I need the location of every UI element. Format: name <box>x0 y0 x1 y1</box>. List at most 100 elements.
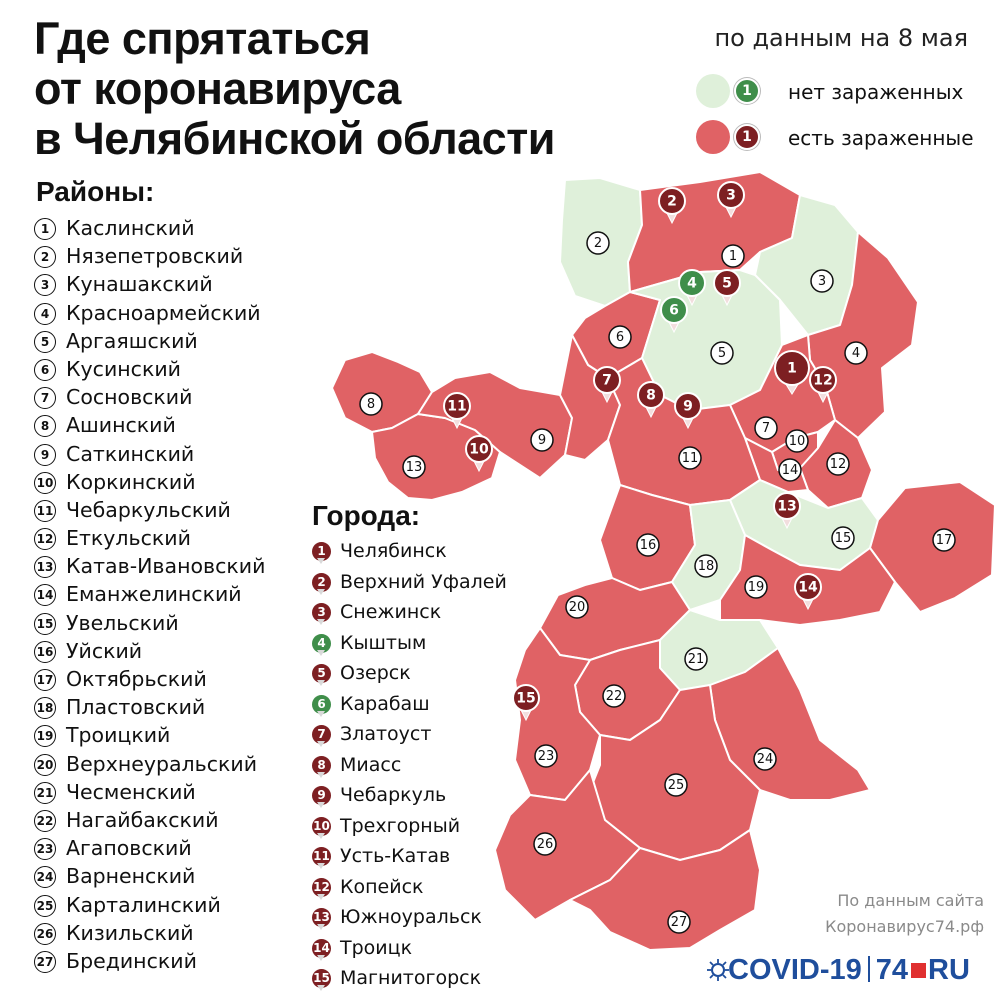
city-pin-badge: 13 <box>312 908 331 930</box>
logo-part-covid: COVID-19 <box>728 954 862 986</box>
legend-label-infected: есть зараженные <box>788 126 974 150</box>
legend-swatch-infected <box>696 120 730 154</box>
city-item-4: 4 Кыштым <box>312 628 507 659</box>
district-label-circle <box>753 747 777 771</box>
logo-separator <box>867 956 870 982</box>
district-label-circle <box>684 647 708 671</box>
city-pin-3: 3 <box>717 181 745 219</box>
city-name: Троицк <box>340 936 413 959</box>
district-item-5: 5 Аргаяшский <box>34 327 265 355</box>
district-label-text: 24 <box>757 752 774 767</box>
pin-text: 9 <box>683 399 693 415</box>
district-item-15: 15 Увельский <box>34 609 265 637</box>
district-label-24: 24 <box>753 747 777 771</box>
pin-circle <box>512 684 540 712</box>
district-number-badge: 21 <box>34 781 56 804</box>
data-date: по данным на 8 мая <box>714 24 968 52</box>
city-item-1: 1 Челябинск <box>312 536 507 567</box>
legend-row-infected: 1 есть зараженные <box>696 120 986 166</box>
district-item-23: 23 Агаповский <box>34 834 265 862</box>
pin-circle <box>773 492 801 520</box>
district-label-text: 11 <box>682 451 699 466</box>
district-item-20: 20 Верхнеуральский <box>34 750 265 778</box>
district-label-2: 2 <box>586 231 610 255</box>
source-line-2: Коронавирус74.рф <box>825 917 984 936</box>
district-name: Увельский <box>66 610 179 635</box>
district-label-circle <box>710 341 734 365</box>
district-label-circle <box>778 458 802 482</box>
virus-icon <box>707 959 729 981</box>
district-number-badge: 19 <box>34 725 56 748</box>
district-label-5: 5 <box>710 341 734 365</box>
district-label-text: 16 <box>640 538 657 553</box>
city-pin-badge: 11 <box>312 847 331 869</box>
city-name: Златоуст <box>340 723 432 745</box>
cities-list: 1 Челябинск 2 Верхний Уфалей 3 Снежинск 4 Кышты… <box>312 536 507 994</box>
district-label-16: 16 <box>636 533 660 557</box>
pin-circle <box>717 181 745 209</box>
district-label-text: 1 <box>729 249 737 264</box>
city-name: Карабаш <box>340 692 430 715</box>
pin-circle <box>465 435 493 463</box>
district-label-text: 3 <box>818 274 826 289</box>
district-27-shape <box>569 829 761 951</box>
district-label-11: 11 <box>678 446 702 470</box>
district-label-circle <box>664 773 688 797</box>
district-label-text: 12 <box>830 457 847 472</box>
district-label-8: 8 <box>359 392 383 416</box>
district-label-12: 12 <box>826 452 850 476</box>
district-number-badge: 16 <box>34 640 56 663</box>
district-label-circle <box>565 595 589 619</box>
district-name: Саткинский <box>66 441 195 466</box>
city-pin-badge: 9 <box>312 786 331 808</box>
cities-title: Города: <box>312 500 421 531</box>
logo-part-74: 74 <box>875 954 909 986</box>
city-pin-badge: 6 <box>312 694 331 717</box>
city-name: Кыштым <box>340 631 427 654</box>
district-label-23: 23 <box>534 744 558 768</box>
district-label-17: 17 <box>932 528 956 552</box>
district-name: Пластовский <box>66 695 206 720</box>
pin-circle <box>660 296 688 324</box>
district-label-text: 8 <box>367 397 375 412</box>
district-label-text: 13 <box>406 460 423 475</box>
pin-circle <box>637 381 665 409</box>
pin-circle <box>593 366 621 394</box>
pin-circle <box>794 573 822 601</box>
district-item-8: 8 Ашинский <box>34 411 265 439</box>
district-name: Кусинский <box>66 356 181 381</box>
city-name: Южноуральск <box>340 906 482 928</box>
district-number-badge: 17 <box>34 669 56 691</box>
district-item-13: 13 Катав-Ивановский <box>34 552 265 580</box>
district-number-badge: 26 <box>34 922 56 945</box>
district-name: Еткульский <box>66 526 191 551</box>
district-name: Агаповский <box>66 836 192 861</box>
pin-circle <box>443 392 471 420</box>
district-number-badge: 15 <box>34 612 56 635</box>
district-label-circle <box>602 684 626 708</box>
city-item-15: 15 Магнитогорск <box>312 963 507 994</box>
city-name: Челябинск <box>340 540 447 562</box>
district-label-3: 3 <box>810 269 834 293</box>
city-item-9: 9 Чебаркуль <box>312 780 507 811</box>
district-label-circle <box>844 341 868 365</box>
city-pin-11: 11 <box>443 392 471 430</box>
district-name: Нагайбакский <box>66 807 219 832</box>
district-label-text: 26 <box>537 837 554 852</box>
district-name: Чебаркульский <box>66 497 231 522</box>
pin-text: 6 <box>669 303 679 319</box>
district-name: Брединский <box>66 948 197 973</box>
district-label-circle <box>636 533 660 557</box>
city-pin-12: 12 <box>809 366 837 404</box>
legend-pin-clean: 1 <box>734 78 760 104</box>
pin-text: 1 <box>787 361 797 377</box>
district-label-circle <box>667 910 691 934</box>
district-number-badge: 1 <box>34 218 56 240</box>
district-number-badge: 27 <box>34 950 56 973</box>
district-item-7: 7 Сосновский <box>34 383 265 411</box>
district-item-24: 24 Варненский <box>34 862 265 890</box>
district-label-circle <box>754 416 778 440</box>
district-item-25: 25 Карталинский <box>34 891 265 919</box>
